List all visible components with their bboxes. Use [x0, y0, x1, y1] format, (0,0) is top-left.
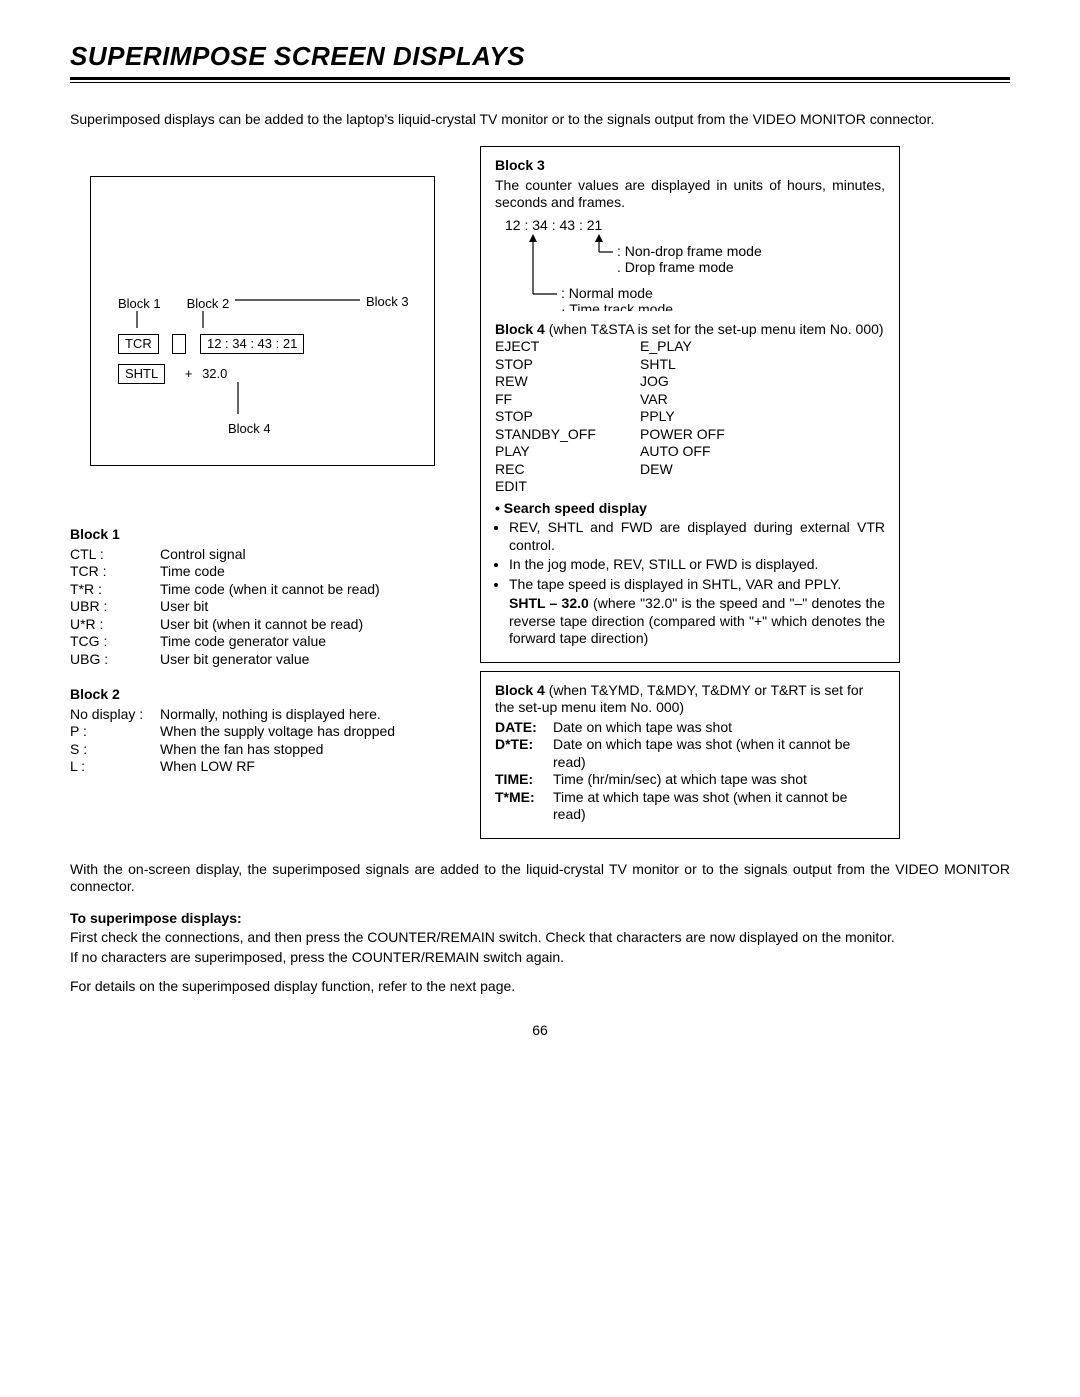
howto-step3: For details on the superimposed display … [70, 978, 1010, 996]
left-column: Block 1 Block 2 Block 3 TCR 12 : 34 : 43… [70, 146, 450, 839]
page-title: SUPERIMPOSE SCREEN DISPLAYS [70, 40, 1010, 73]
screen-diagram: Block 1 Block 2 Block 3 TCR 12 : 34 : 43… [70, 146, 450, 506]
b1-desc: Control signal [160, 546, 384, 564]
title-rule-thin [70, 82, 1010, 83]
svg-text:: Non-drop frame mode: : Non-drop frame mode [617, 243, 762, 259]
b1-lab: CTL : [70, 546, 160, 564]
diagram-block4-label: Block 4 [228, 421, 271, 437]
footer-paragraph: With the on-screen display, the superimp… [70, 861, 1010, 896]
tcr-box: TCR [118, 334, 159, 354]
svg-text:· Time track mode: · Time track mode [561, 301, 673, 311]
block4b-heading: Block 4 (when T&YMD, T&MDY, T&DMY or T&R… [495, 682, 885, 717]
diagram-row-shtl: SHTL + 32.0 [118, 364, 227, 384]
block2-table: No display :Normally, nothing is display… [70, 706, 399, 776]
block1-table: CTL :Control signal TCR :Time code T*R :… [70, 546, 384, 669]
block4b-panel: Block 4 (when T&YMD, T&MDY, T&DMY or T&R… [480, 671, 900, 839]
state-col-b: E_PLAY SHTL JOG VAR PPLY POWER OFF AUTO … [640, 338, 785, 496]
shtl-box: SHTL [118, 364, 165, 384]
diagram-block1-label: Block 1 [118, 296, 183, 312]
diagram-block2-label: Block 2 [187, 296, 252, 312]
block3-desc: The counter values are displayed in unit… [495, 177, 885, 212]
title-rule-heavy [70, 77, 1010, 80]
timecode-box: 12 : 34 : 43 : 21 [200, 334, 304, 354]
howto-heading: To superimpose displays: [70, 910, 1010, 928]
tc-text: 12 : 34 : 43 : 21 [505, 217, 603, 233]
block4a-state-list: EJECT STOP REW FF STOP STANDBY_OFF PLAY … [495, 338, 885, 496]
howto-step1: First check the connections, and then pr… [70, 929, 1010, 947]
diagram-block3-label: Block 3 [366, 294, 409, 310]
howto-step2: If no characters are superimposed, press… [70, 949, 1010, 967]
speed-value: 32.0 [202, 366, 227, 381]
empty-box [172, 334, 186, 354]
search-bullets: REV, SHTL and FWD are displayed during e… [509, 519, 885, 593]
diagram-row-labels: Block 1 Block 2 [118, 296, 378, 312]
shtl-note: SHTL – 32.0 (where "32.0" is the speed a… [509, 595, 885, 648]
timecode-modes-diagram: 12 : 34 : 43 : 21 : Non-drop frame mode … [495, 216, 775, 311]
block3-heading: Block 3 [495, 157, 885, 175]
block2-heading: Block 2 [70, 686, 450, 704]
diagram-row-tcr: TCR 12 : 34 : 43 : 21 [118, 334, 314, 354]
state-col-a: EJECT STOP REW FF STOP STANDBY_OFF PLAY … [495, 338, 640, 496]
block4b-table: DATE:Date on which tape was shot D*TE:Da… [495, 719, 885, 824]
plus-sign: + [185, 366, 193, 381]
two-column-body: Block 1 Block 2 Block 3 TCR 12 : 34 : 43… [70, 146, 1010, 839]
page-number: 66 [70, 1022, 1010, 1040]
right-column: Block 3 The counter values are displayed… [480, 146, 900, 839]
block4a-heading: Block 4 (when T&STA is set for the set-u… [495, 321, 885, 339]
block3-panel: Block 3 The counter values are displayed… [480, 146, 900, 663]
intro-paragraph: Superimposed displays can be added to th… [70, 111, 1010, 129]
search-speed-heading: • Search speed display [495, 500, 885, 518]
svg-text:. Drop frame mode: . Drop frame mode [617, 259, 734, 275]
svg-text:: Normal mode: : Normal mode [561, 285, 653, 301]
block1-heading: Block 1 [70, 526, 450, 544]
